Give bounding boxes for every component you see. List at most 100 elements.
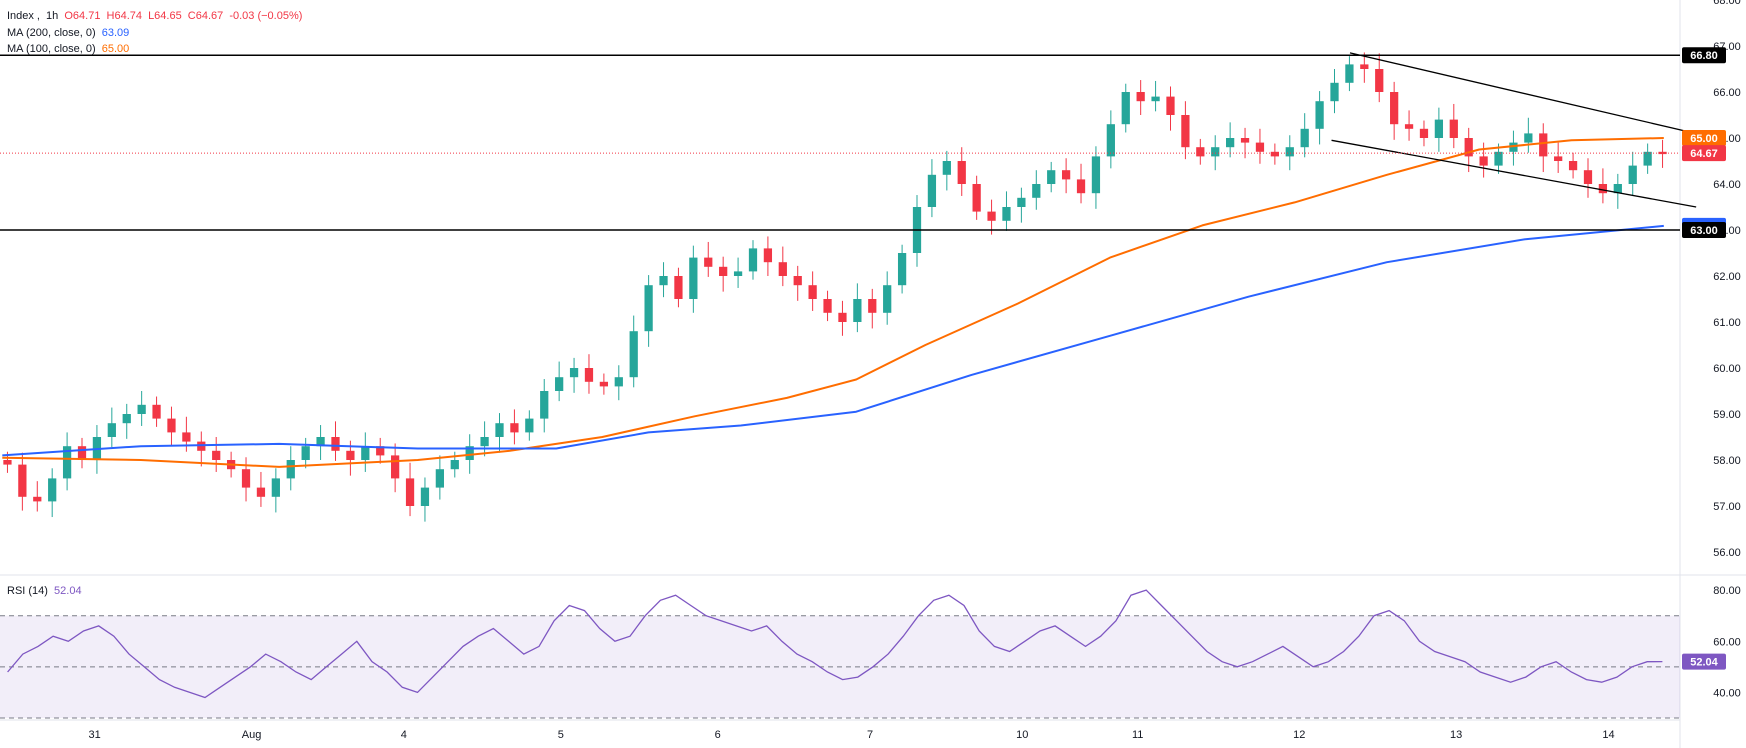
x-tick-label: 6 — [715, 729, 721, 741]
candle-body — [361, 446, 370, 460]
x-tick-label: 10 — [1016, 729, 1028, 741]
candle-body — [391, 455, 400, 479]
ma100-value: 65.00 — [101, 43, 130, 55]
candle-body — [465, 446, 474, 460]
candle-body — [331, 437, 340, 451]
candle-body — [927, 174, 937, 207]
candle-body — [152, 404, 161, 419]
candle-body — [405, 478, 415, 506]
rsi-tick-label: 80.00 — [1713, 585, 1741, 597]
x-tick-label: 11 — [1132, 729, 1143, 741]
candle-body — [1464, 138, 1473, 157]
candle-body — [1136, 92, 1145, 102]
rsi-tick-label: 60.00 — [1713, 636, 1741, 648]
candle-body — [107, 423, 116, 437]
candle-body — [1330, 82, 1339, 102]
interval-label: 1h — [46, 10, 59, 22]
candle-body — [1524, 133, 1533, 143]
candle-body — [480, 437, 489, 447]
candle-body — [1002, 207, 1011, 221]
candle-body — [540, 391, 549, 419]
candle-body — [1554, 156, 1563, 161]
candle-body — [346, 450, 355, 460]
candle-body — [1315, 101, 1324, 129]
ma200-label: MA (200, close, 0) — [7, 27, 96, 39]
ma200-legend: MA (200, close, 0) 63.09 — [7, 26, 132, 40]
candle-body — [420, 487, 430, 506]
candle-body — [987, 211, 996, 221]
candle-body — [256, 487, 266, 497]
candle-body — [1240, 138, 1250, 143]
candle-body — [823, 299, 832, 313]
candle-body — [212, 450, 221, 460]
candle-body — [748, 248, 758, 272]
candle-body — [942, 161, 951, 175]
candle-body — [838, 312, 847, 322]
candle-body — [376, 446, 385, 456]
candle-body — [1494, 151, 1503, 166]
ma200-line — [2, 224, 1664, 457]
candle-body — [1106, 124, 1115, 157]
candle-body — [957, 161, 966, 184]
price-label-63-00: 63.00 — [1690, 225, 1718, 237]
ma200-value: 63.09 — [101, 27, 130, 39]
candle-body — [1076, 179, 1086, 194]
candle-body — [555, 377, 564, 391]
candle-body — [689, 257, 698, 299]
y-tick-label: 61.00 — [1713, 317, 1741, 329]
rsi-line — [7, 589, 1663, 699]
candle-body — [1568, 161, 1578, 171]
x-tick-label: 5 — [558, 729, 564, 741]
candle-body — [62, 446, 72, 479]
candle-body — [1300, 128, 1309, 148]
ma100-legend: MA (100, close, 0) 65.00 — [7, 42, 132, 56]
price-label-bg — [1682, 47, 1726, 64]
price-label-bg — [1682, 145, 1726, 162]
candle-body — [1121, 92, 1130, 125]
close-value: C64.67 — [187, 10, 224, 22]
candle-body — [137, 404, 146, 414]
chart-legend: Index, 1h O64.71 H64.74 L64.65 C64.67 -0… — [7, 10, 303, 22]
candle-body — [495, 423, 504, 437]
candle-body — [584, 368, 594, 382]
x-tick-label: 13 — [1450, 729, 1462, 741]
x-tick-label: 4 — [401, 729, 407, 741]
y-tick-label: 58.00 — [1713, 455, 1741, 467]
y-tick-label: 56.00 — [1713, 547, 1741, 559]
y-tick-label: 57.00 — [1713, 501, 1741, 513]
change-value: -0.03 (−0.05%) — [229, 10, 303, 22]
candle-body — [167, 418, 176, 433]
price-label-64-67: 64.67 — [1690, 148, 1718, 160]
candle-body — [241, 469, 251, 488]
candle-body — [1166, 96, 1175, 115]
candle-body — [1509, 142, 1518, 152]
y-tick-label: 64.00 — [1713, 179, 1741, 191]
candle-body — [808, 285, 817, 299]
candle-body — [48, 478, 57, 502]
candle-body — [614, 377, 623, 387]
rsi-label: RSI (14) — [7, 585, 48, 597]
candle-body — [510, 423, 519, 433]
candle-body — [1628, 165, 1637, 184]
rsi-label-bg — [1682, 653, 1726, 670]
candle-body — [450, 460, 459, 470]
rsi-value: 52.04 — [54, 585, 82, 597]
candle-body — [883, 285, 892, 313]
candle-body — [435, 469, 444, 488]
y-tick-label: 68.00 — [1713, 0, 1741, 7]
price-label-66-80: 66.80 — [1690, 50, 1718, 62]
candle-body — [316, 437, 325, 447]
x-tick-label: 14 — [1602, 729, 1614, 741]
candle-body — [286, 460, 295, 479]
x-tick-label: 12 — [1293, 729, 1305, 741]
candle-body — [1032, 184, 1041, 198]
candle-body — [1479, 156, 1488, 166]
candle-body — [1061, 170, 1071, 180]
candle-body — [1375, 69, 1384, 92]
y-tick-label: 59.00 — [1713, 409, 1741, 421]
candle-body — [1434, 119, 1444, 138]
y-tick-label: 66.00 — [1713, 87, 1741, 99]
candle-body — [1151, 96, 1160, 102]
candle-body — [18, 464, 27, 497]
